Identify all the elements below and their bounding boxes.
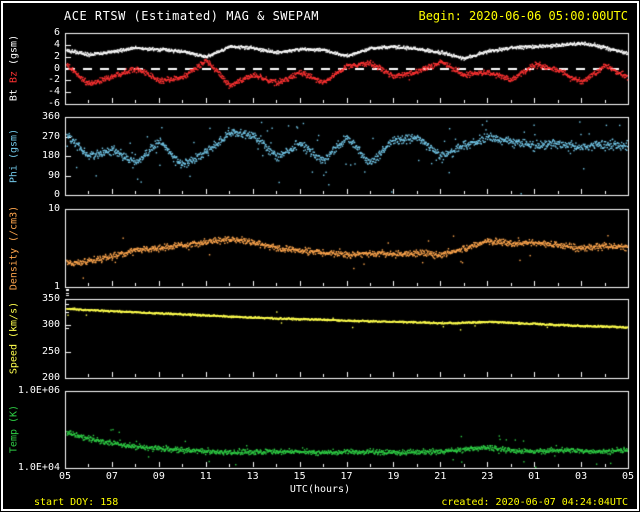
y-tick-label: 1.0E+04 — [17, 462, 60, 473]
x-tick-label: 23 — [481, 471, 494, 482]
y-tick-label: 0 — [53, 62, 60, 74]
created-timestamp: created: 2020-06-07 04:24:04UTC — [441, 497, 628, 508]
y-tick-label: 350 — [41, 293, 60, 304]
x-axis-label: UTC(hours) — [289, 484, 351, 495]
start-doy-label: start DOY: 158 — [34, 497, 119, 508]
x-tick-label: 05 — [621, 471, 635, 482]
y-tick-label: 360 — [41, 111, 60, 122]
page-title: ACE RTSW (Estimated) MAG & SWEPAM — [64, 9, 319, 23]
y-tick-label: 1 — [53, 281, 60, 292]
y-tick-label: 250 — [41, 345, 60, 357]
x-tick-label: 11 — [199, 471, 212, 482]
x-tick-label: 05 — [58, 471, 72, 482]
y-tick-label: -4 — [47, 86, 60, 98]
y-tick-label: -2 — [47, 74, 60, 86]
speed-label: Speed (km/s) — [8, 301, 20, 375]
x-tick-label: 21 — [434, 471, 447, 482]
y-tick-label: 10 — [47, 203, 60, 214]
y-axis-label-density: Density (/cm3) — [9, 203, 20, 293]
y-tick-label: 300 — [41, 319, 60, 331]
x-tick-label: 17 — [340, 471, 353, 482]
y-tick-label: -6 — [47, 98, 60, 109]
y-tick-label: 270 — [41, 130, 60, 142]
x-tick-label: 19 — [387, 471, 400, 482]
y-tick-label: 180 — [41, 150, 60, 161]
density-label: Density (/cm3) — [8, 205, 20, 291]
y-tick-label: 1.0E+06 — [17, 385, 60, 396]
x-tick-label: 09 — [152, 471, 165, 482]
begin-timestamp: Begin: 2020-06-06 05:00:00UTC — [418, 9, 628, 23]
y-axis-label-speed: Speed (km/s) — [9, 299, 20, 377]
x-tick-label: 13 — [246, 471, 259, 482]
y-tick-label: 0 — [53, 189, 60, 200]
y-tick-label: 90 — [47, 169, 60, 181]
x-tick-label: 01 — [528, 471, 541, 482]
y-tick-label: 6 — [53, 27, 60, 38]
y-tick-label: 2 — [53, 50, 60, 62]
y-tick-label: 4 — [53, 38, 60, 50]
temp-label: Temp (K) — [8, 404, 20, 454]
x-tick-label: 07 — [105, 471, 118, 482]
x-tick-label: 03 — [575, 471, 588, 482]
y-tick-label: 200 — [41, 372, 60, 383]
y-axis-label-temp: Temp (K) — [9, 402, 20, 456]
x-tick-label: 15 — [293, 471, 306, 482]
